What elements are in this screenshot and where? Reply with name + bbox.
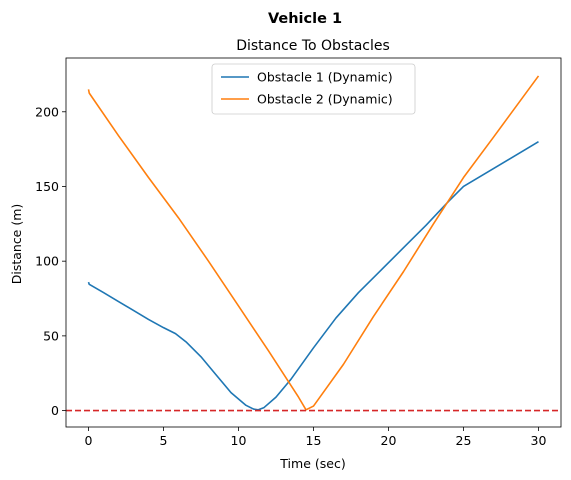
x-tick-label: 10 bbox=[231, 433, 247, 448]
y-tick-label: 150 bbox=[35, 179, 59, 194]
y-tick-label: 200 bbox=[35, 104, 59, 119]
x-axis-label: Time (sec) bbox=[279, 456, 345, 471]
series-line-2 bbox=[87, 75, 540, 411]
chart-title: Distance To Obstacles bbox=[236, 38, 390, 54]
x-tick-label: 5 bbox=[160, 433, 168, 448]
y-tick-label: 100 bbox=[35, 254, 59, 269]
y-tick-label: 50 bbox=[43, 328, 59, 343]
legend: Obstacle 1 (Dynamic) Obstacle 2 (Dynamic) bbox=[211, 63, 416, 115]
axes-frame bbox=[65, 57, 562, 428]
x-tick-label: 30 bbox=[531, 433, 547, 448]
y-axis-label: Distance (m) bbox=[9, 204, 24, 285]
legend-label-1: Obstacle 1 (Dynamic) bbox=[257, 70, 393, 85]
x-tick-label: 15 bbox=[306, 433, 322, 448]
x-tick-label: 20 bbox=[381, 433, 397, 448]
plot-area: 0 5 10 15 20 25 30 0 50 100 150 200 bbox=[35, 57, 562, 448]
chart-suptitle: Vehicle 1 bbox=[268, 11, 342, 27]
x-tick-label: 0 bbox=[85, 433, 93, 448]
x-tick-label: 25 bbox=[456, 433, 472, 448]
legend-label-2: Obstacle 2 (Dynamic) bbox=[257, 92, 393, 107]
legend-box bbox=[211, 63, 416, 115]
y-tick-label: 0 bbox=[51, 403, 59, 418]
series-line-1 bbox=[87, 140, 539, 411]
